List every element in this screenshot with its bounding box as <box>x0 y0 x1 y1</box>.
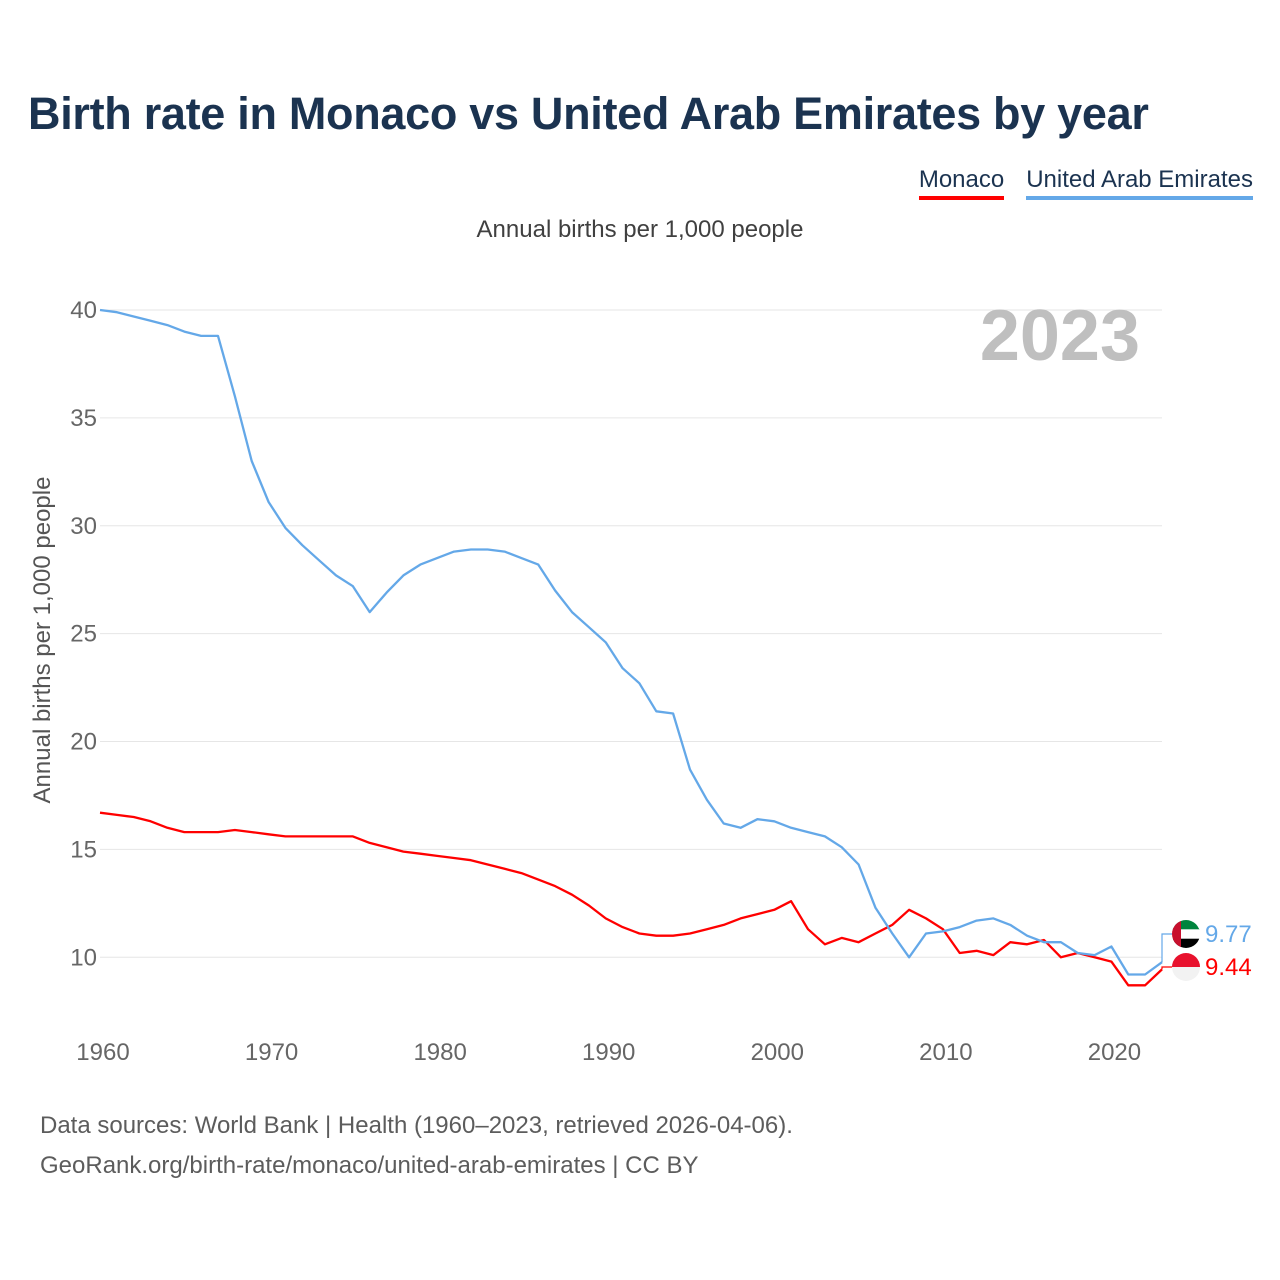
y-tick-label: 30 <box>70 513 97 540</box>
connector-uae <box>1161 933 1172 963</box>
monaco-flag-icon <box>1172 953 1200 981</box>
chart-title: Birth rate in Monaco vs United Arab Emir… <box>28 88 1149 139</box>
connector-monaco <box>1161 966 1172 970</box>
x-tick-label: 2000 <box>751 1039 804 1066</box>
year-watermark: 2023 <box>980 296 1140 376</box>
x-tick-label: 1990 <box>582 1039 635 1066</box>
chart-subtitle: Annual births per 1,000 people <box>476 216 804 243</box>
y-axis-label: Annual births per 1,000 people <box>29 477 56 804</box>
footer-link[interactable]: GeoRank.org/birth-rate/monaco/united-ara… <box>40 1152 699 1179</box>
x-tick-label: 1970 <box>245 1039 298 1066</box>
monaco-end-value: 9.44 <box>1205 954 1252 981</box>
y-tick-label: 15 <box>70 836 97 863</box>
footer-sources: Data sources: World Bank | Health (1960–… <box>40 1112 793 1139</box>
end-markers: 9.77 9.44 <box>1161 920 1252 981</box>
x-axis-ticks: 1960 1970 1980 1990 2000 2010 2020 <box>76 1039 1141 1066</box>
y-axis-ticks: 10 15 20 25 30 35 40 <box>70 297 97 971</box>
y-tick-label: 20 <box>70 729 97 756</box>
x-tick-label: 1980 <box>413 1039 466 1066</box>
legend: Monaco United Arab Emirates <box>918 166 1253 200</box>
x-tick-label: 1960 <box>76 1039 129 1066</box>
x-tick-label: 2010 <box>919 1039 972 1066</box>
x-tick-label: 2020 <box>1088 1039 1141 1066</box>
legend-item-uae[interactable]: United Arab Emirates <box>1026 166 1253 200</box>
y-tick-label: 40 <box>70 297 97 324</box>
legend-item-monaco[interactable]: Monaco <box>918 166 1005 200</box>
series-lines <box>99 308 1163 987</box>
series-line-monaco[interactable] <box>99 811 1163 987</box>
y-tick-label: 25 <box>70 621 97 648</box>
series-line-united-arab-emirates[interactable] <box>99 308 1163 976</box>
footer: Data sources: World Bank | Health (1960–… <box>40 1106 793 1186</box>
gridlines <box>100 309 1162 958</box>
y-tick-label: 35 <box>70 405 97 432</box>
uae-end-value: 9.77 <box>1205 921 1252 948</box>
y-tick-label: 10 <box>70 944 97 971</box>
uae-flag-icon <box>1172 920 1200 948</box>
